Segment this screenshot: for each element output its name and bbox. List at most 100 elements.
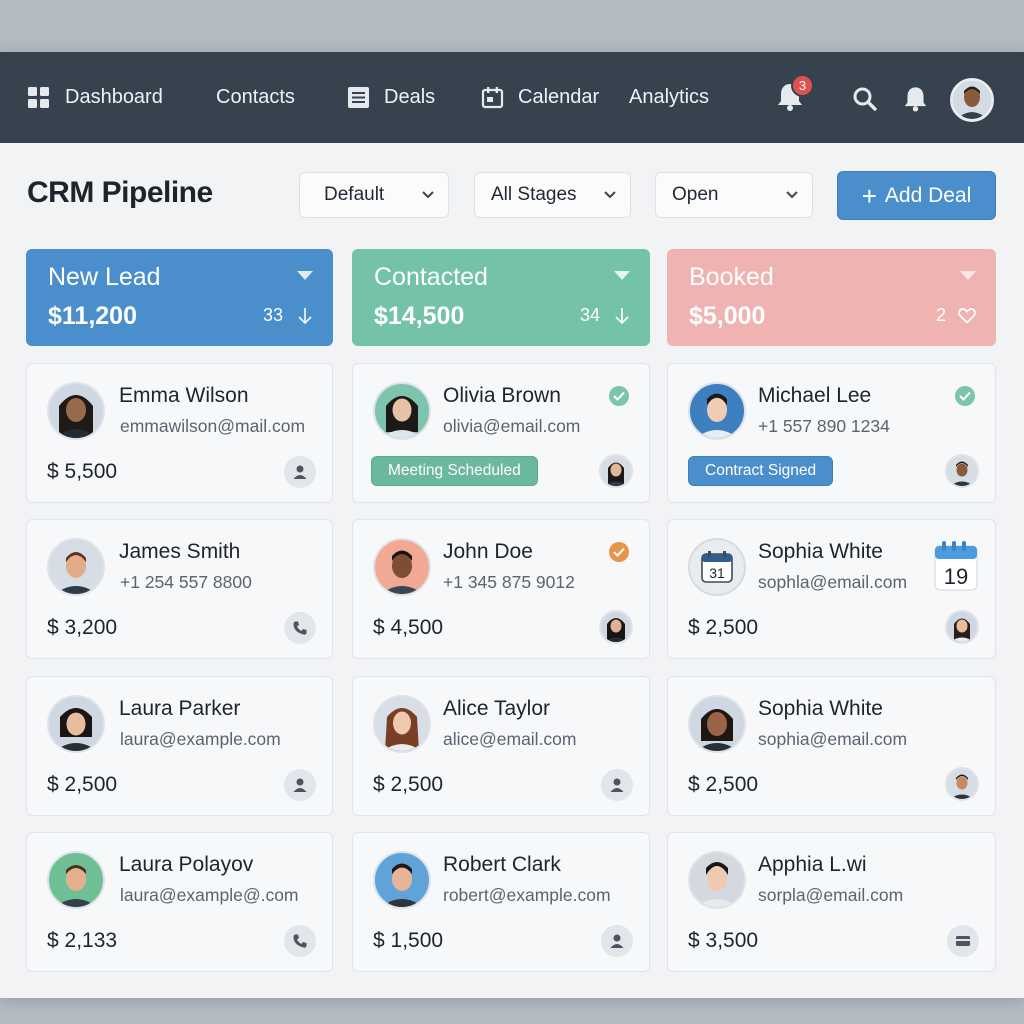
avatar-icon — [953, 81, 991, 119]
contact-name: Laura Polayov — [119, 853, 254, 876]
bell-icon — [904, 87, 927, 112]
contact-email: laura@example@.com — [120, 885, 299, 905]
heart-icon[interactable] — [958, 307, 976, 324]
contact-email: sorpla@email.com — [758, 885, 904, 905]
check-icon — [609, 542, 629, 562]
deal-card[interactable]: Alice Taylor alice@email.com $ 2,500 — [352, 676, 650, 816]
check-icon — [955, 386, 975, 406]
search-icon — [853, 87, 877, 111]
chevron-down-icon — [786, 191, 798, 199]
contact-name: Emma Wilson — [119, 384, 249, 407]
deal-card[interactable]: Apphia L.wi sorpla@email.com $ 3,500 — [667, 832, 996, 972]
deal-card[interactable]: Michael Lee +1 557 890 1234 Contract Sig… — [667, 363, 996, 503]
phone-icon — [293, 934, 307, 948]
status-select[interactable]: Open — [655, 172, 813, 218]
contact-button[interactable] — [284, 769, 316, 801]
deal-card[interactable]: Sophia White sophia@email.com $ 2,500 — [667, 676, 996, 816]
calendar-badge-day: 19 — [944, 564, 968, 589]
deal-card[interactable]: Emma Wilson emmawilson@mail.com $ 5,500 — [26, 363, 333, 503]
nav-contacts[interactable]: Contacts — [216, 52, 295, 143]
nav-calendar[interactable]: Calendar — [481, 52, 599, 143]
person-icon — [293, 778, 307, 792]
deal-card[interactable]: Robert Clark robert@example.com $ 1,500 — [352, 832, 650, 972]
contact-email: robert@example.com — [443, 885, 611, 905]
deal-amount: $ 2,500 — [373, 773, 444, 796]
contact-phone: +1 557 890 1234 — [758, 416, 890, 436]
grid-icon — [28, 86, 49, 108]
assignee-avatar[interactable] — [945, 454, 979, 488]
contact-phone: +1 345 875 9012 — [443, 572, 575, 592]
avatar — [688, 382, 746, 440]
deal-card[interactable]: Laura Polayov laura@example@.com $ 2,133 — [26, 832, 333, 972]
assignee-avatar[interactable] — [599, 454, 633, 488]
column-name: New Lead — [48, 263, 161, 291]
deal-amount: $ 5,500 — [47, 460, 118, 483]
stage-select[interactable]: All Stages — [474, 172, 631, 218]
deal-card[interactable]: James Smith +1 254 557 8800 $ 3,200 — [26, 519, 333, 659]
add-deal-label: Add Deal — [884, 183, 972, 207]
assignee-avatar[interactable] — [599, 610, 633, 644]
column-total: $14,500 — [374, 302, 465, 330]
deal-card[interactable]: Laura Parker laura@example.com $ 2,500 — [26, 676, 333, 816]
column-header-contacted: Contacted $14,500 34 — [352, 249, 650, 346]
column-total: $11,200 — [48, 302, 137, 330]
deal-amount: $ 2,500 — [688, 773, 759, 796]
list-icon — [348, 87, 369, 108]
assignee-avatar[interactable] — [945, 767, 979, 801]
nav-dashboard[interactable]: Dashboard — [27, 52, 163, 143]
nav-analytics[interactable]: Analytics — [629, 52, 709, 143]
avatar — [373, 382, 431, 440]
avatar — [47, 382, 105, 440]
column-total: $5,000 — [689, 302, 766, 330]
column-header-new-lead: New Lead $11,200 33 — [26, 249, 333, 346]
avatar — [47, 538, 105, 596]
nav-contacts-label: Contacts — [216, 86, 295, 108]
nav-deals-label: Deals — [384, 86, 436, 108]
assignee-avatar[interactable] — [945, 610, 979, 644]
call-button[interactable] — [284, 612, 316, 644]
deal-card[interactable]: 31 Sophia White sophla@email.com 19 $ 2,… — [667, 519, 996, 659]
deal-card[interactable]: Olivia Brown olivia@email.com Meeting Sc… — [352, 363, 650, 503]
user-avatar[interactable] — [950, 78, 994, 122]
contact-email: alice@email.com — [443, 729, 577, 749]
card-icon — [956, 936, 970, 946]
caret-down-icon[interactable] — [960, 271, 976, 281]
sort-down-icon[interactable] — [614, 307, 630, 325]
deal-card[interactable]: John Doe +1 345 875 9012 $ 4,500 — [352, 519, 650, 659]
nav-dashboard-label: Dashboard — [65, 86, 163, 108]
search-button[interactable] — [852, 86, 878, 117]
deal-amount: $ 2,133 — [47, 929, 118, 952]
top-nav: Dashboard Contacts Deals Calendar Analyt… — [0, 52, 1024, 143]
card-button[interactable] — [947, 925, 979, 957]
nav-deals[interactable]: Deals — [347, 52, 435, 143]
call-button[interactable] — [284, 925, 316, 957]
person-icon — [293, 465, 307, 479]
contact-name: Sophia White — [758, 697, 883, 720]
notifications-button[interactable]: 3 — [776, 74, 814, 117]
contact-name: Apphia L.wi — [758, 853, 867, 876]
contact-button[interactable] — [284, 456, 316, 488]
contact-name: John Doe — [443, 540, 533, 563]
avatar — [688, 851, 746, 909]
page-title: CRM Pipeline — [27, 176, 213, 209]
sort-select[interactable]: Default — [299, 172, 449, 218]
contact-button[interactable] — [601, 925, 633, 957]
caret-down-icon[interactable] — [614, 271, 630, 281]
contact-email: sophla@email.com — [758, 572, 908, 592]
status-tag: Contract Signed — [688, 456, 834, 486]
caret-down-icon[interactable] — [297, 271, 313, 281]
avatar — [47, 851, 105, 909]
alerts-button[interactable] — [903, 85, 928, 118]
add-deal-button[interactable]: + Add Deal — [837, 171, 996, 220]
avatar — [373, 538, 431, 596]
contact-name: Michael Lee — [758, 384, 872, 407]
column-header-booked: Booked $5,000 2 — [667, 249, 996, 346]
contact-name: Robert Clark — [443, 853, 561, 876]
contact-email: olivia@email.com — [443, 416, 581, 436]
contact-email: laura@example.com — [120, 729, 281, 749]
calendar-badge[interactable]: 19 — [933, 540, 979, 599]
column-name: Contacted — [374, 263, 488, 291]
sort-select-value: Default — [324, 184, 385, 205]
contact-button[interactable] — [601, 769, 633, 801]
sort-down-icon[interactable] — [297, 307, 313, 325]
